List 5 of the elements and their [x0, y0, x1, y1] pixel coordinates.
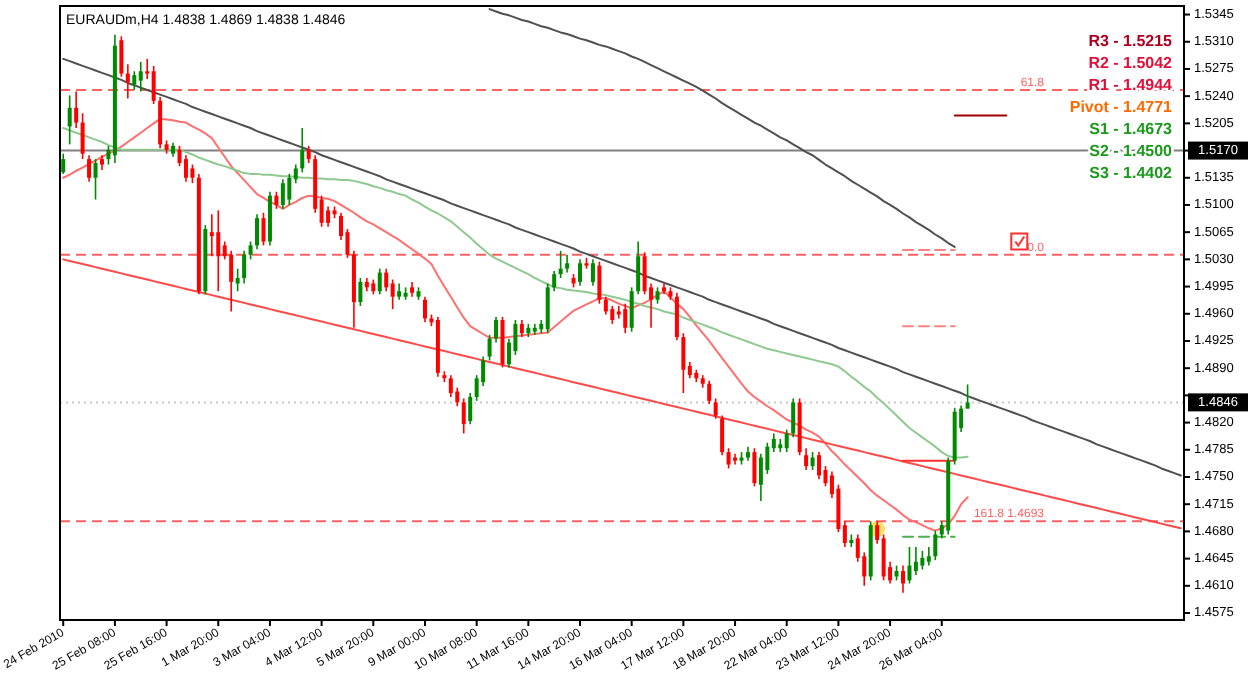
annotation: S1 - 1.4673	[1089, 120, 1174, 138]
annotation: R3 - 1.5215	[1088, 32, 1174, 50]
annotation: Pivot - 1.4771	[1069, 98, 1174, 116]
annotation: R2 - 1.5042	[1088, 54, 1174, 72]
annotation: S3 - 1.4402	[1089, 164, 1174, 182]
